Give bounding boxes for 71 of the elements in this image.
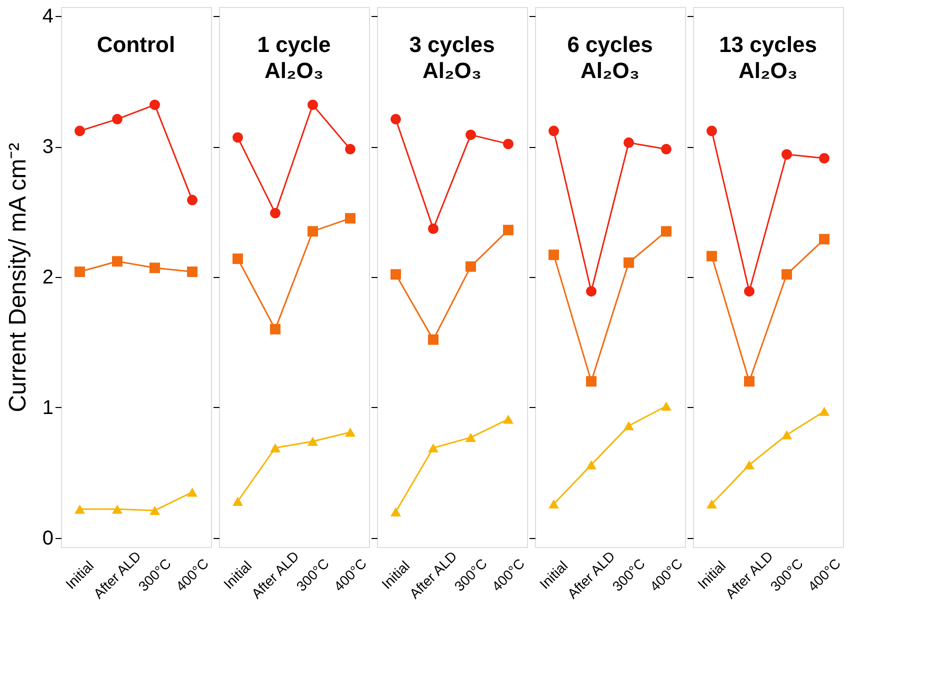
point xyxy=(661,144,672,154)
point xyxy=(112,114,122,124)
point xyxy=(390,507,401,516)
point xyxy=(390,269,401,280)
point xyxy=(308,100,318,110)
point xyxy=(187,266,198,278)
point xyxy=(150,262,160,274)
point xyxy=(74,266,85,278)
point xyxy=(112,256,122,267)
point xyxy=(112,504,122,514)
point xyxy=(187,194,198,206)
point xyxy=(466,432,476,442)
point xyxy=(428,334,438,345)
point xyxy=(586,460,596,470)
y-tick-label: 0 xyxy=(42,527,54,550)
point xyxy=(744,376,754,387)
point xyxy=(624,257,634,268)
point xyxy=(819,406,830,416)
text: 6 cycles Al₂O₃ xyxy=(567,32,653,83)
point xyxy=(428,224,438,234)
y-tick-label: 4 xyxy=(42,6,54,28)
point xyxy=(661,226,672,237)
point xyxy=(624,421,634,430)
point xyxy=(74,126,85,136)
point xyxy=(308,436,318,446)
point xyxy=(428,443,438,452)
point xyxy=(345,213,356,224)
point xyxy=(187,488,198,497)
point xyxy=(782,149,792,160)
point xyxy=(345,428,356,437)
point xyxy=(819,234,830,244)
point xyxy=(706,126,717,136)
point xyxy=(548,126,559,136)
point xyxy=(345,144,356,154)
point xyxy=(744,286,754,297)
point xyxy=(466,261,476,272)
point xyxy=(706,250,717,262)
point xyxy=(232,253,243,264)
text: 1 cycle Al₂O₃ xyxy=(257,32,331,83)
point xyxy=(390,114,401,124)
y-axis-title: Current Density/ mA cm⁻² xyxy=(4,142,32,412)
point xyxy=(150,506,160,516)
point xyxy=(661,402,672,411)
point xyxy=(270,208,280,218)
point xyxy=(503,138,514,150)
point xyxy=(706,499,717,508)
point xyxy=(270,324,280,334)
text: Control xyxy=(96,32,176,57)
text: 13 cycles Al₂O₃ xyxy=(719,32,817,83)
point xyxy=(232,132,243,143)
point xyxy=(782,430,792,440)
point xyxy=(466,130,476,140)
point xyxy=(503,414,514,424)
point xyxy=(586,376,596,387)
y-tick-label: 1 xyxy=(42,396,54,419)
point xyxy=(624,137,634,148)
point xyxy=(308,226,318,237)
point xyxy=(74,504,85,514)
point xyxy=(150,100,160,110)
point xyxy=(232,496,243,506)
point xyxy=(819,153,830,164)
point xyxy=(548,499,559,508)
y-tick-label: 2 xyxy=(42,266,54,288)
point xyxy=(503,224,514,236)
point xyxy=(586,286,596,297)
point xyxy=(548,250,559,260)
point xyxy=(270,443,280,452)
text: 3 cycles Al₂O₃ xyxy=(409,32,495,83)
y-tick-label: 3 xyxy=(42,136,54,158)
point xyxy=(744,460,754,470)
point xyxy=(782,269,792,280)
